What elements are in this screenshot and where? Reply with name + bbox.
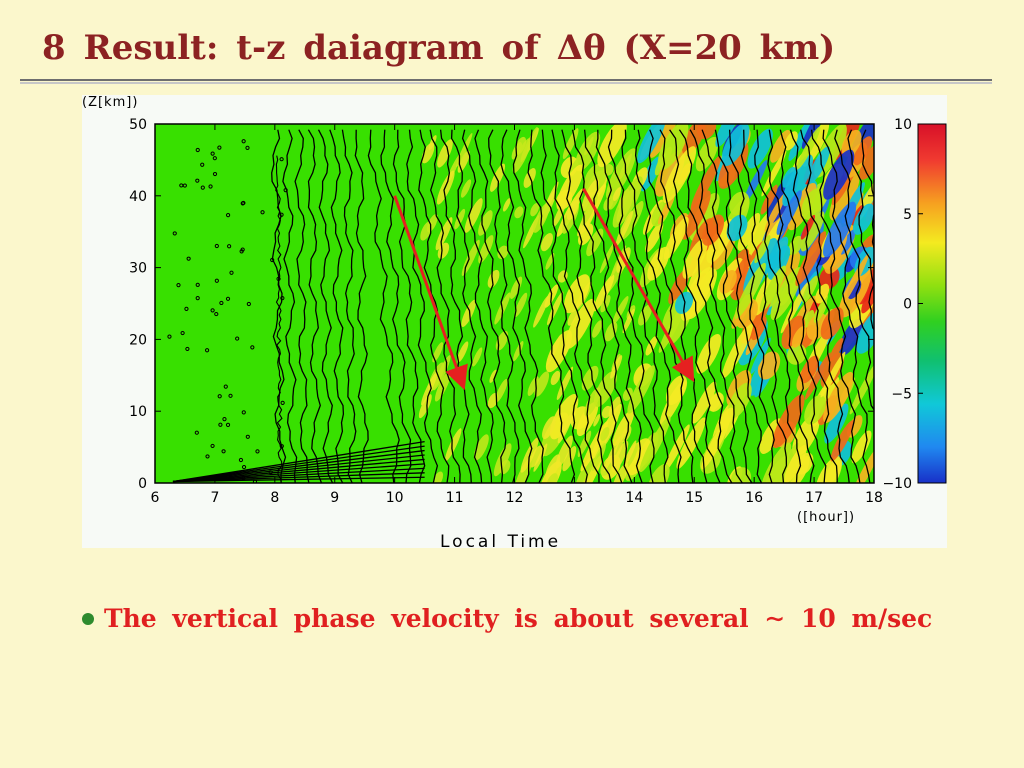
colorbar-tick-label: 10 [894,117,912,133]
bullet-item: The vertical phase velocity is about sev… [82,604,932,633]
bullet-text: The vertical phase velocity is about sev… [104,604,933,633]
x-axis: 6 7 8 9 10 11 12 13 14 15 16 17 18 [151,124,883,506]
colorbar-tick-label: −10 [882,476,912,492]
y-tick-label: 30 [129,261,147,277]
x-tick-label: 17 [805,490,823,506]
y-tick-label: 50 [129,117,147,133]
phase-arrow [582,187,695,383]
tz-diagram-figure: 6 7 8 9 10 11 12 13 14 15 16 17 18 0 10 20 30 40 50 (Z[km… [82,95,947,548]
anomaly-patches [418,124,874,483]
colorbar-tick-label: 5 [903,207,912,223]
x-tick-label: 9 [330,490,339,506]
x-tick-label: 16 [745,490,763,506]
contour-lines [167,129,874,483]
x-tick-label: 7 [210,490,219,506]
title-divider-shadow [20,82,992,84]
y-axis-label: (Z[km]) [82,95,138,110]
y-tick-label: 0 [138,476,147,492]
phase-arrows [393,187,695,391]
colorbar-ticks: 10 5 0 −5 −10 [882,117,923,492]
x-tick-label: 6 [151,490,160,506]
x-tick-label: 12 [506,490,524,506]
x-tick-label: 18 [865,490,883,506]
slide-title: 8 Result: t-z daiagram of Δθ (X=20 km) [42,28,836,68]
x-tick-label: 13 [566,490,584,506]
colorbar-tick-label: 0 [903,297,912,313]
x-tick-label: 8 [270,490,279,506]
bullet-dot-icon [82,612,94,625]
x-tick-label: 15 [685,490,703,506]
y-tick-label: 20 [129,332,147,348]
y-axis: 0 10 20 30 40 50 [129,117,874,492]
x-axis-label: Local Time [440,532,561,548]
x-axis-unit: ([hour]) [797,510,855,525]
plot-area [155,124,874,483]
y-tick-label: 40 [129,189,147,205]
y-tick-label: 10 [129,404,147,420]
phase-arrow [393,195,468,391]
title-divider [20,79,992,81]
x-tick-label: 14 [625,490,643,506]
colorbar-tick-label: −5 [891,386,912,402]
x-tick-label: 10 [386,490,404,506]
x-tick-label: 11 [446,490,464,506]
